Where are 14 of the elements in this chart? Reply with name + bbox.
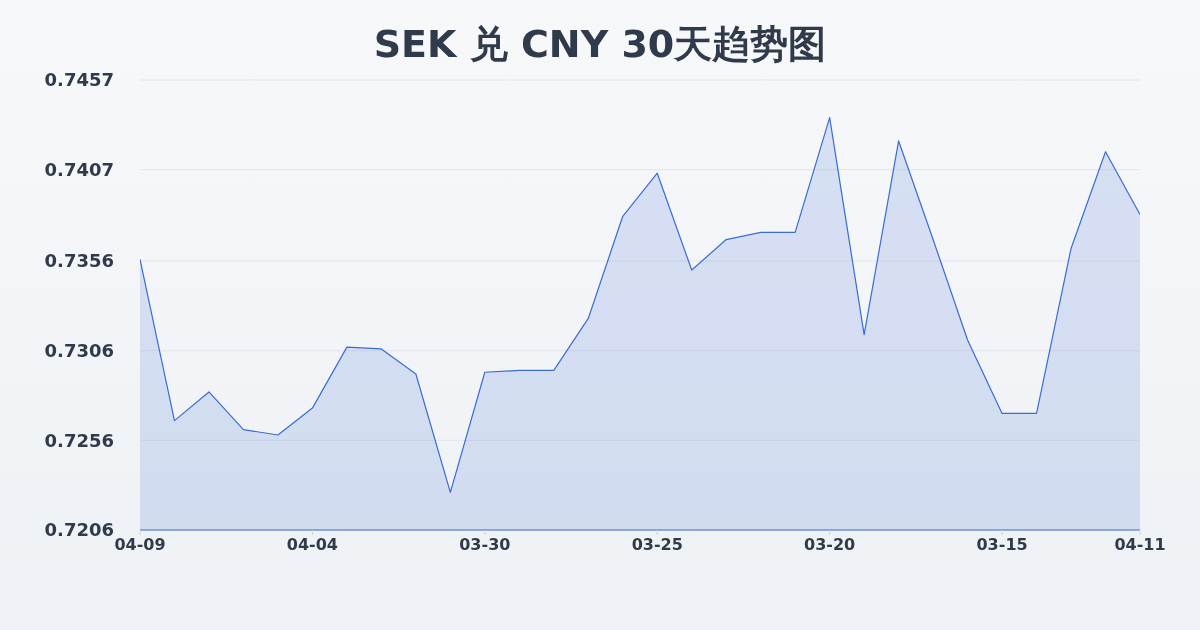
y-tick-label: 0.7356 xyxy=(44,250,114,272)
y-tick-label: 0.7306 xyxy=(44,340,114,362)
y-tick-label: 0.7457 xyxy=(44,69,114,91)
y-tick-label: 0.7206 xyxy=(44,519,114,541)
y-tick-label: 0.7256 xyxy=(44,429,114,451)
y-tick-label: 0.7407 xyxy=(44,159,114,181)
x-tick-label: 03-30 xyxy=(459,535,511,555)
chart-title: SEK 兑 CNY 30天趋势图 xyxy=(372,21,828,68)
x-tick-label: 03-25 xyxy=(631,535,683,555)
x-tick-label: 04-04 xyxy=(286,535,338,555)
x-tick-label: 03-15 xyxy=(976,535,1028,555)
x-tick-label: 03-20 xyxy=(804,535,856,555)
x-tick-label: 04-09 xyxy=(114,535,166,555)
x-tick-label: 04-11 xyxy=(1114,535,1166,555)
